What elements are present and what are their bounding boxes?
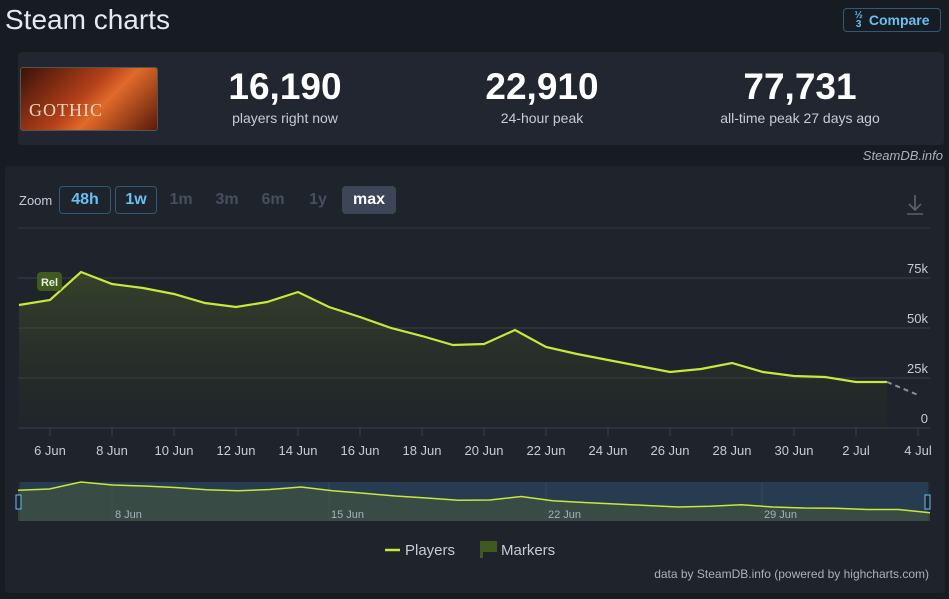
zoom-button[interactable]: max <box>342 186 396 214</box>
zoom-button[interactable]: 1y <box>309 191 327 208</box>
stat: 77,731 all-time peak 27 days ago <box>700 66 900 126</box>
navigator-label: 15 Jun <box>331 509 364 521</box>
x-tick-label: 8 Jun <box>96 443 128 458</box>
legend-flag <box>480 541 497 558</box>
y-tick-label: 25k <box>907 361 928 376</box>
compare-label: Compare <box>868 12 930 28</box>
annotation: Rel <box>41 277 58 289</box>
source-link[interactable]: SteamDB.info <box>862 148 943 163</box>
page-title: Steam charts <box>5 4 170 35</box>
area-fill <box>19 272 887 428</box>
stat: 22,910 24-hour peak <box>442 66 642 126</box>
x-tick-label: 16 Jun <box>340 443 379 458</box>
navigator-label: 22 Jun <box>548 509 581 521</box>
x-tick-label: 22 Jun <box>526 443 565 458</box>
players-line <box>18 270 887 384</box>
legend-label: Players <box>405 542 455 559</box>
x-tick-label: 6 Jun <box>34 443 66 458</box>
stat-value: 16,190 <box>228 66 342 107</box>
x-tick-label: 4 Jul <box>904 443 932 458</box>
zoom-button[interactable]: 6m <box>261 191 285 208</box>
stat-value: 77,731 <box>743 66 857 107</box>
y-tick-label: 50k <box>907 311 928 326</box>
stats-panel <box>18 52 944 145</box>
x-tick-label: 10 Jun <box>154 443 193 458</box>
x-tick-label: 18 Jun <box>402 443 441 458</box>
players-line-provisional <box>886 381 919 396</box>
zoom-label: Zoom <box>19 193 53 208</box>
zoom-button[interactable]: 1w <box>115 186 157 214</box>
x-tick-label: 2 Jul <box>842 443 870 458</box>
y-tick-label: 75k <box>907 261 928 276</box>
zoom-button[interactable]: 48h <box>59 186 111 214</box>
x-tick-label: 24 Jun <box>588 443 627 458</box>
stat-label: all-time peak 27 days ago <box>720 110 880 126</box>
navigator-area <box>18 482 930 521</box>
x-tick-label: 14 Jun <box>278 443 317 458</box>
stat-value: 22,910 <box>485 66 599 107</box>
navigator-label: 8 Jun <box>115 509 142 521</box>
game-thumbnail[interactable]: GOTHIC <box>20 67 158 131</box>
navigator-line <box>17 481 931 514</box>
x-tick-label: 28 Jun <box>712 443 751 458</box>
x-tick-label: 30 Jun <box>774 443 813 458</box>
legend-label: Markers <box>501 542 555 559</box>
x-tick-label: 26 Jun <box>650 443 689 458</box>
stat-label: players right now <box>232 110 338 126</box>
credit[interactable]: data by SteamDB.info (powered by highcha… <box>654 567 929 581</box>
x-tick-label: 20 Jun <box>464 443 503 458</box>
navigator-handle <box>15 494 22 510</box>
stat-label: 24-hour peak <box>500 110 584 126</box>
compare-button[interactable]: ½ 3 Compare <box>843 8 941 32</box>
download-icon <box>907 195 923 215</box>
navigator-handle <box>924 494 931 510</box>
stat: 16,190 players right now <box>185 66 385 126</box>
zoom-button[interactable]: 3m <box>215 191 239 208</box>
zoom-button[interactable]: 1m <box>169 191 193 208</box>
y-tick-label: 0 <box>921 411 928 426</box>
navigator-label: 29 Jun <box>764 509 797 521</box>
game-logo: GOTHIC <box>29 100 103 120</box>
x-tick-label: 12 Jun <box>216 443 255 458</box>
annotation-box <box>37 272 62 291</box>
